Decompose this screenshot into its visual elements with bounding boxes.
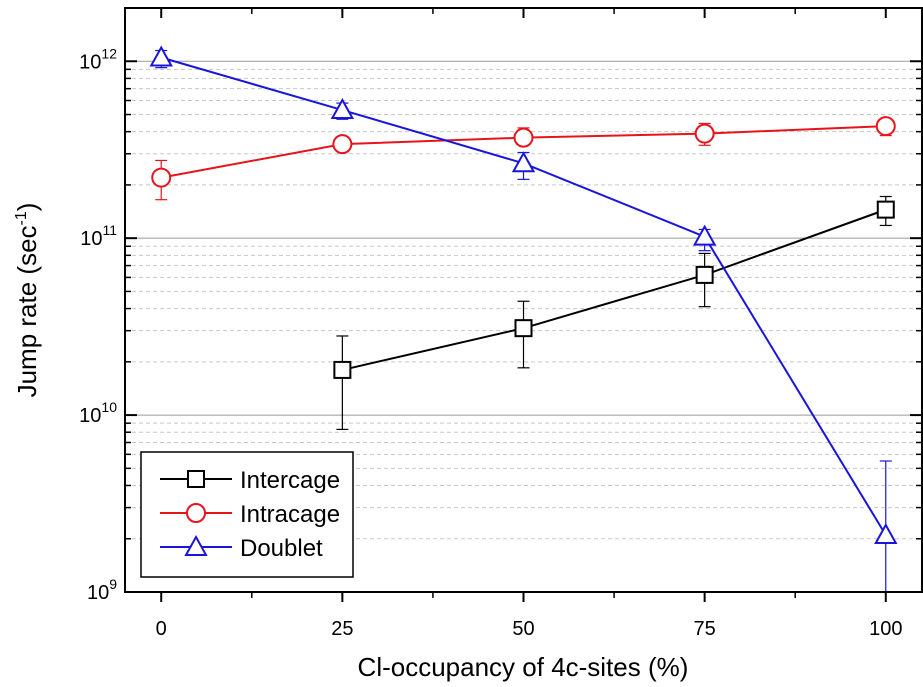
- y-tick-label: 1012: [79, 45, 117, 73]
- square-marker: [187, 470, 205, 488]
- square-marker: [876, 200, 895, 219]
- square-marker: [514, 319, 533, 338]
- y-axis-title: Jump rate (sec-1): [12, 203, 42, 398]
- triangle-marker: [149, 45, 173, 67]
- legend-box: [140, 451, 354, 578]
- legend-label: Doublet: [240, 535, 323, 562]
- circle-marker: [332, 134, 353, 155]
- x-tick-label: 75: [694, 618, 716, 640]
- legend-entry-doublet: Doublet: [160, 534, 323, 562]
- y-tick-label-base: 10: [79, 51, 101, 73]
- circle-marker: [151, 167, 172, 188]
- circle-marker: [875, 116, 896, 137]
- triangle-marker: [511, 151, 536, 173]
- x-axis-title: Cl-occupancy of 4c-sites (%): [358, 652, 689, 682]
- x-tick-label: 0: [156, 618, 167, 640]
- x-tick-label: 25: [331, 618, 353, 640]
- series-line: [342, 208, 887, 371]
- grid-lines: [125, 7, 922, 540]
- y-tick-label-exponent: 11: [102, 222, 117, 238]
- y-tick-label-base: 10: [80, 228, 102, 250]
- square-marker: [333, 360, 352, 379]
- legend-entry-intracage: Intracage: [160, 501, 340, 528]
- y-tick-label-exponent: 12: [101, 45, 117, 61]
- y-tick-label-exponent: 10: [101, 399, 117, 415]
- y-tick-label: 109: [87, 576, 117, 604]
- series-intercage: [333, 195, 895, 431]
- y-tick-label-base: 10: [79, 405, 101, 427]
- series-intracage: [151, 116, 896, 201]
- triangle-marker: [692, 224, 717, 246]
- square-marker: [695, 265, 714, 284]
- y-tick-label-base: 10: [87, 582, 109, 604]
- triangle-marker: [184, 534, 208, 556]
- y-axis-title-end: ): [12, 203, 42, 212]
- y-tick-label: 1010: [79, 399, 117, 427]
- series-layer: [149, 45, 898, 592]
- x-tick-label: 50: [512, 618, 534, 640]
- triangle-marker: [874, 522, 898, 544]
- y-tick-label-exponent: 9: [109, 576, 117, 592]
- series-doublet: [149, 45, 898, 592]
- circle-marker: [513, 127, 534, 148]
- legend-entry-intercage: Intercage: [160, 467, 340, 494]
- legend-label: Intercage: [240, 467, 340, 494]
- circle-marker: [186, 503, 206, 523]
- x-tick-label: 100: [869, 618, 902, 640]
- legend-label: Intracage: [240, 501, 340, 528]
- triangle-marker: [330, 97, 355, 120]
- legend: Intercage Intracage Doublet: [140, 451, 354, 578]
- y-axis-title-main: Jump rate (sec: [12, 225, 42, 397]
- circle-marker: [694, 123, 715, 144]
- y-axis-title-exponent: -1: [13, 211, 30, 225]
- y-tick-label: 1011: [80, 222, 117, 250]
